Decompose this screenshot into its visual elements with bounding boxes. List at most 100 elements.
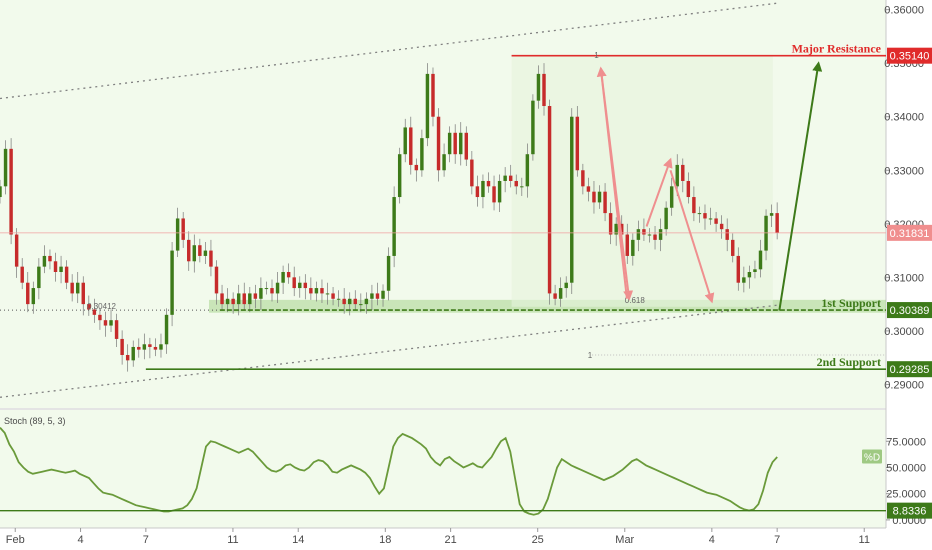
time-tick-label: 4 xyxy=(77,534,83,546)
candle xyxy=(137,338,141,358)
candle-body xyxy=(209,250,213,267)
candle xyxy=(564,276,568,298)
price-tag-4-box xyxy=(887,361,932,378)
candle xyxy=(481,174,485,209)
candle-body xyxy=(397,154,402,198)
candle xyxy=(692,186,696,222)
candle xyxy=(120,330,124,365)
candle xyxy=(708,207,713,225)
stoch-title: Stoch (89, 5, 3) xyxy=(4,416,66,426)
candle-body xyxy=(425,73,430,139)
candle-body xyxy=(620,223,624,235)
candle-body xyxy=(125,354,130,361)
candle xyxy=(203,242,208,264)
candle xyxy=(342,288,346,314)
candle-body xyxy=(681,164,685,181)
price-tags-layer: 0.35140 0.31831 0.30389 0.29285 8.8336 xyxy=(887,47,932,519)
candle xyxy=(542,63,546,116)
candle-body xyxy=(536,73,541,101)
candle-body xyxy=(320,288,324,294)
candle-body xyxy=(553,293,557,299)
candle xyxy=(697,206,702,223)
price-tick-label: 0.33000 xyxy=(884,165,924,177)
candle xyxy=(253,284,258,309)
candle-body xyxy=(697,213,702,215)
candle xyxy=(714,212,718,232)
candle-body xyxy=(342,298,346,305)
candle xyxy=(769,204,774,228)
time-tick-label: Feb xyxy=(6,534,25,546)
candle xyxy=(381,284,385,307)
candle-body xyxy=(597,191,602,203)
candle-body xyxy=(692,197,696,214)
candle-body xyxy=(31,288,36,305)
candle-body xyxy=(714,218,718,224)
price-tag-1-box xyxy=(887,47,932,64)
candle xyxy=(153,338,158,357)
candle-body xyxy=(203,250,208,256)
candle xyxy=(608,202,613,245)
candle xyxy=(131,340,135,367)
candle xyxy=(636,220,641,252)
candle xyxy=(142,333,147,360)
candle-body xyxy=(420,138,424,171)
candle xyxy=(314,281,319,302)
candle xyxy=(164,308,169,354)
candle-body xyxy=(225,298,230,305)
candle-body xyxy=(370,293,374,299)
candle xyxy=(20,258,24,290)
candle xyxy=(570,108,574,294)
candle xyxy=(81,276,85,316)
candle-body xyxy=(275,282,280,294)
candle-body xyxy=(586,186,591,192)
candle xyxy=(298,276,302,298)
candle xyxy=(170,242,174,327)
candle-body xyxy=(325,293,330,295)
candle xyxy=(26,272,30,313)
stoch-tick-label: 50.0000 xyxy=(886,462,926,474)
candle-body xyxy=(747,272,752,278)
candle-body xyxy=(292,277,296,289)
candle-body xyxy=(53,261,58,272)
candle-body xyxy=(87,304,91,310)
candle xyxy=(525,143,530,198)
candle-body xyxy=(386,255,391,291)
candle xyxy=(664,201,668,236)
candle xyxy=(653,225,657,250)
candle-body xyxy=(564,282,568,289)
candle xyxy=(109,309,113,332)
candle-body xyxy=(59,266,63,272)
stoch-tick-label: 25.0000 xyxy=(886,489,926,501)
candle xyxy=(464,126,469,166)
candle xyxy=(758,239,763,278)
candle xyxy=(725,218,729,252)
candle xyxy=(753,260,757,279)
candle-body xyxy=(675,164,679,187)
candle xyxy=(581,163,585,195)
candle xyxy=(686,172,691,204)
first-support-label: 1st Support xyxy=(821,296,881,310)
price-tag-3-label: 0.30389 xyxy=(890,305,930,317)
candle xyxy=(731,233,735,263)
candle-body xyxy=(608,213,613,235)
candle xyxy=(370,284,374,311)
candle-body xyxy=(436,116,441,171)
candle xyxy=(331,286,335,306)
candle-body xyxy=(508,175,513,181)
candle xyxy=(359,293,363,313)
candle-body xyxy=(625,234,629,256)
price-tag-3: 0.30389 xyxy=(887,302,932,319)
candle-body xyxy=(708,218,713,220)
candle xyxy=(586,177,591,202)
price-tick-label: 0.30000 xyxy=(884,326,924,338)
candle xyxy=(353,290,357,311)
price-tick-label: 0.36000 xyxy=(884,5,924,17)
candle-body xyxy=(603,191,607,214)
candle-body xyxy=(286,272,291,278)
candle-body xyxy=(75,282,80,294)
candle-body xyxy=(159,344,163,350)
candle-body xyxy=(20,266,24,283)
candle-body xyxy=(331,293,335,299)
candle-body xyxy=(309,288,313,294)
